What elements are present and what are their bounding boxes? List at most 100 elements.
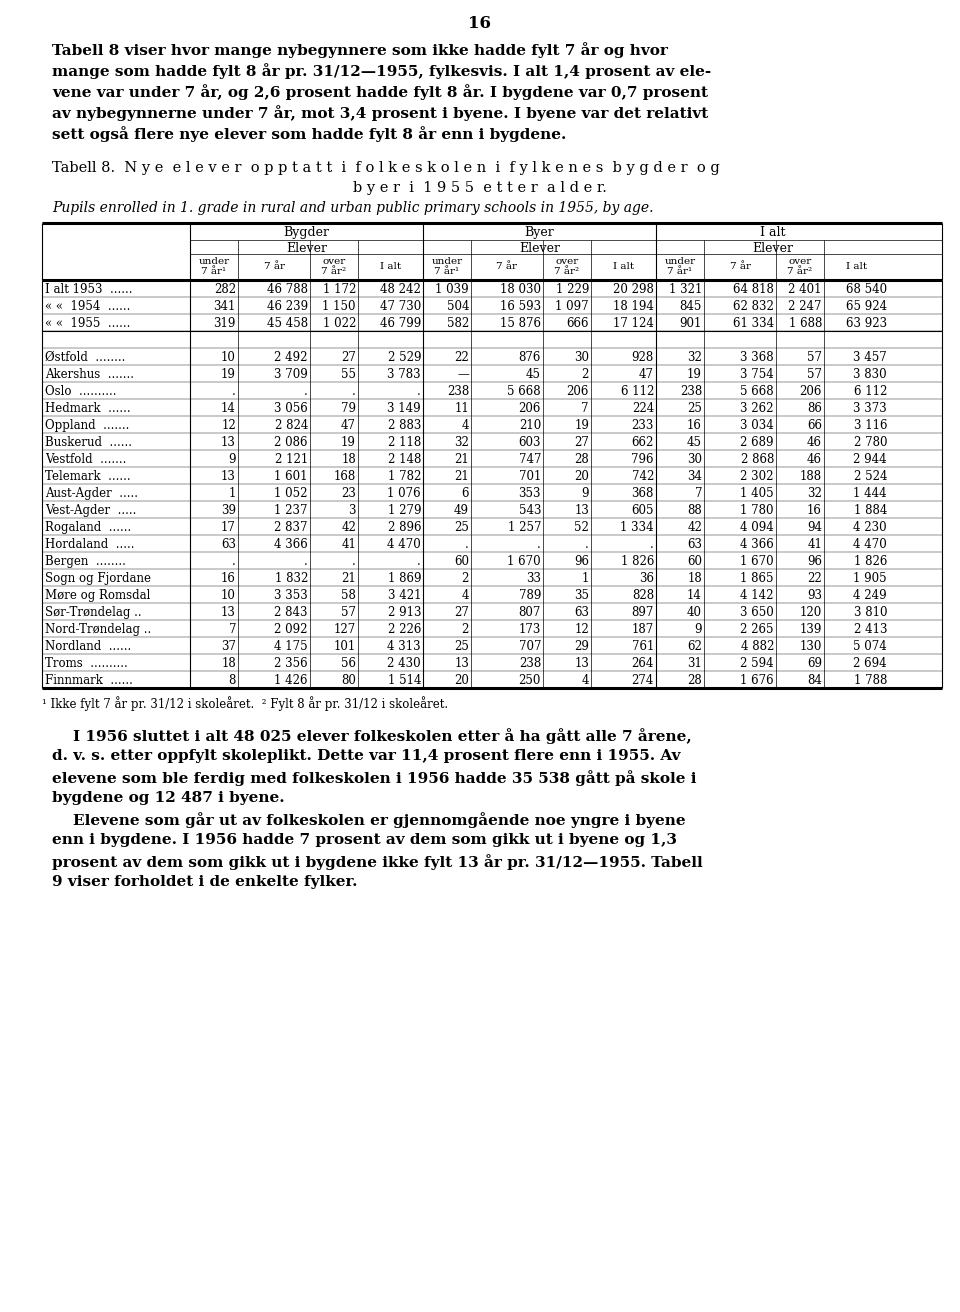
Text: 666: 666 (566, 318, 589, 331)
Text: 1 688: 1 688 (788, 318, 822, 331)
Text: 3 116: 3 116 (853, 419, 887, 432)
Text: 84: 84 (807, 674, 822, 687)
Text: 5 668: 5 668 (508, 384, 541, 398)
Text: 18: 18 (341, 453, 356, 466)
Text: 48 242: 48 242 (380, 283, 421, 297)
Text: .: . (232, 555, 236, 568)
Text: .: . (232, 384, 236, 398)
Text: 2 529: 2 529 (388, 352, 421, 363)
Text: 33: 33 (526, 572, 541, 585)
Text: 39: 39 (221, 504, 236, 517)
Text: 188: 188 (800, 470, 822, 483)
Text: 18: 18 (687, 572, 702, 585)
Text: Vest-Agder  .....: Vest-Agder ..... (45, 504, 136, 517)
Text: I alt: I alt (846, 262, 867, 272)
Text: 7 år¹: 7 år¹ (435, 268, 460, 276)
Text: vene var under 7 år, og 2,6 prosent hadde fylt 8 år. I bygdene var 0,7 prosent: vene var under 7 år, og 2,6 prosent hadd… (52, 84, 708, 100)
Text: 7: 7 (582, 401, 589, 415)
Text: 897: 897 (632, 606, 654, 619)
Text: 2 883: 2 883 (388, 419, 421, 432)
Text: 4 470: 4 470 (387, 538, 421, 551)
Text: .: . (304, 555, 308, 568)
Text: 27: 27 (574, 436, 589, 449)
Text: I alt: I alt (380, 262, 401, 272)
Text: 1 076: 1 076 (388, 487, 421, 500)
Text: 23: 23 (341, 487, 356, 500)
Text: 41: 41 (807, 538, 822, 551)
Text: 187: 187 (632, 623, 654, 636)
Text: 19: 19 (341, 436, 356, 449)
Text: 14: 14 (687, 589, 702, 602)
Text: 63: 63 (221, 538, 236, 551)
Text: 1: 1 (228, 487, 236, 500)
Text: 3 830: 3 830 (853, 367, 887, 380)
Text: 2 689: 2 689 (740, 436, 774, 449)
Text: 828: 828 (632, 589, 654, 602)
Text: over: over (788, 257, 811, 266)
Text: 13: 13 (574, 504, 589, 517)
Text: 25: 25 (687, 401, 702, 415)
Text: 2 824: 2 824 (275, 419, 308, 432)
Text: « «  1955  ......: « « 1955 ...... (45, 318, 131, 331)
Text: 707: 707 (518, 640, 541, 653)
Text: Byer: Byer (524, 226, 554, 239)
Text: 46 239: 46 239 (267, 300, 308, 314)
Text: 47 730: 47 730 (380, 300, 421, 314)
Text: 30: 30 (574, 352, 589, 363)
Text: 101: 101 (334, 640, 356, 653)
Text: 238: 238 (518, 657, 541, 670)
Text: 2 148: 2 148 (388, 453, 421, 466)
Text: 206: 206 (800, 384, 822, 398)
Text: 52: 52 (574, 521, 589, 534)
Text: mange som hadde fylt 8 år pr. 31/12—1955, fylkesvis. I alt 1,4 prosent av ele-: mange som hadde fylt 8 år pr. 31/12—1955… (52, 63, 711, 79)
Text: 3 373: 3 373 (853, 401, 887, 415)
Text: 1 097: 1 097 (556, 300, 589, 314)
Text: 3 810: 3 810 (853, 606, 887, 619)
Text: 56: 56 (341, 657, 356, 670)
Text: 35: 35 (574, 589, 589, 602)
Text: 4 470: 4 470 (853, 538, 887, 551)
Text: 1 869: 1 869 (388, 572, 421, 585)
Text: 9: 9 (582, 487, 589, 500)
Text: 4: 4 (462, 419, 469, 432)
Text: 901: 901 (680, 318, 702, 331)
Text: 8: 8 (228, 674, 236, 687)
Text: 12: 12 (574, 623, 589, 636)
Text: 60: 60 (687, 555, 702, 568)
Text: 6 112: 6 112 (620, 384, 654, 398)
Text: 16: 16 (807, 504, 822, 517)
Text: 3 421: 3 421 (388, 589, 421, 602)
Text: .: . (418, 384, 421, 398)
Text: 210: 210 (518, 419, 541, 432)
Text: 238: 238 (446, 384, 469, 398)
Text: 3 262: 3 262 (740, 401, 774, 415)
Text: 543: 543 (518, 504, 541, 517)
Text: 45 458: 45 458 (267, 318, 308, 331)
Text: Oppland  .......: Oppland ....... (45, 419, 130, 432)
Text: 6 112: 6 112 (853, 384, 887, 398)
Text: 2: 2 (582, 367, 589, 380)
Text: Elever: Elever (752, 241, 793, 255)
Text: 62 832: 62 832 (733, 300, 774, 314)
Text: over: over (556, 257, 579, 266)
Text: 57: 57 (807, 352, 822, 363)
Text: 7 år¹: 7 år¹ (202, 268, 227, 276)
Text: 3: 3 (348, 504, 356, 517)
Text: 3 783: 3 783 (388, 367, 421, 380)
Text: 2 843: 2 843 (275, 606, 308, 619)
Text: 5 668: 5 668 (740, 384, 774, 398)
Text: 4: 4 (582, 674, 589, 687)
Text: Finnmark  ......: Finnmark ...... (45, 674, 132, 687)
Text: 2 430: 2 430 (388, 657, 421, 670)
Text: 7: 7 (694, 487, 702, 500)
Text: 19: 19 (574, 419, 589, 432)
Text: 2 118: 2 118 (388, 436, 421, 449)
Text: 30: 30 (687, 453, 702, 466)
Text: 605: 605 (632, 504, 654, 517)
Text: 61 334: 61 334 (732, 318, 774, 331)
Text: 130: 130 (800, 640, 822, 653)
Text: 368: 368 (632, 487, 654, 500)
Text: 28: 28 (687, 674, 702, 687)
Text: bygdene og 12 487 i byene.: bygdene og 12 487 i byene. (52, 791, 284, 806)
Text: 282: 282 (214, 283, 236, 297)
